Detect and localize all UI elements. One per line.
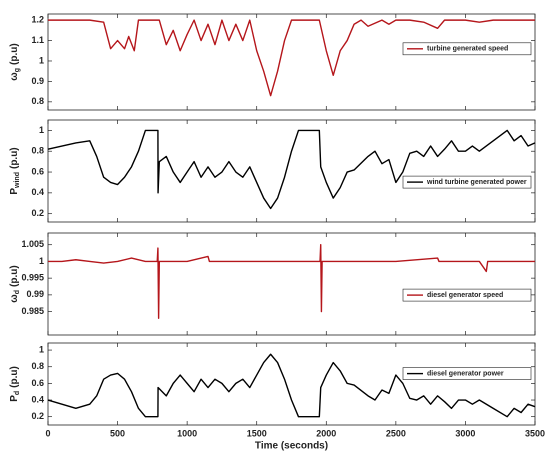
y-tick-label: 1.1 [31,35,44,45]
y-tick-label: 0.9 [31,76,44,86]
y-tick-label: 1 [39,125,44,135]
y-label-symbol: ω [9,294,20,303]
data-line [48,19,535,97]
y-tick-label: 0.8 [31,96,44,106]
y-tick-label: 1 [39,55,44,65]
y-tick-label: 0.4 [31,394,44,404]
y-axis-label: Pwind (p.u) [9,147,21,194]
x-axis-label: Time (seconds) [255,441,328,452]
plot-area [47,232,536,336]
y-tick-label: 1 [39,256,44,266]
y-label-unit: (p.u) [9,265,20,287]
y-label-symbol: P [9,395,20,402]
plot-area [47,119,536,223]
x-tick-label: 500 [110,428,125,438]
legend-box [402,288,532,302]
data-line [47,129,536,210]
data-line [48,244,535,319]
y-axis-label: Pd (p.u) [9,366,21,402]
y-label-subscript: wind [14,172,21,189]
y-tick-label: 1 [39,344,44,354]
legend-label: diesel generator power [427,370,504,377]
y-tick-label: 0.985 [21,306,44,316]
x-tick-label: 3000 [455,428,475,438]
y-tick-label: 0.8 [31,361,44,371]
data-line [47,353,536,418]
legend-label: turbine generated speed [427,46,508,53]
y-tick-label: 0.995 [21,273,44,283]
y-label-subscript: d [14,290,21,294]
legend-box [402,367,532,380]
legend-box [402,175,532,189]
y-axis-label: ωg (p.u) [9,43,21,80]
legend-box [402,42,532,56]
x-tick-label: 3500 [525,428,545,438]
y-tick-label: 1.2 [31,15,44,25]
y-tick-label: 0.6 [31,166,44,176]
y-label-unit: (p.u) [9,147,20,169]
y-tick-label: 0.6 [31,378,44,388]
x-tick-label: 1000 [177,428,197,438]
y-label-subscript: g [14,68,21,72]
y-tick-label: 0.2 [31,208,44,218]
y-tick-label: 0.99 [26,289,44,299]
legend-label: diesel generator speed [427,292,503,299]
y-label-subscript: d [14,391,21,395]
plot-area [47,342,536,426]
x-tick-label: 1500 [247,428,267,438]
y-axis-label: ωd (p.u) [9,265,21,302]
y-label-unit: (p.u) [9,366,20,388]
y-tick-label: 0.2 [31,411,44,421]
legend-label: wind turbine generated power [426,179,527,186]
x-tick-label: 0 [45,428,50,438]
y-label-symbol: ω [9,72,20,81]
plot-area [47,13,536,111]
y-label-symbol: P [9,188,20,195]
y-tick-label: 0.4 [31,187,44,197]
y-label-unit: (p.u) [9,43,20,65]
x-tick-label: 2500 [386,428,406,438]
y-tick-label: 1.005 [21,239,44,249]
x-tick-label: 2000 [316,428,336,438]
y-tick-label: 0.8 [31,146,44,156]
